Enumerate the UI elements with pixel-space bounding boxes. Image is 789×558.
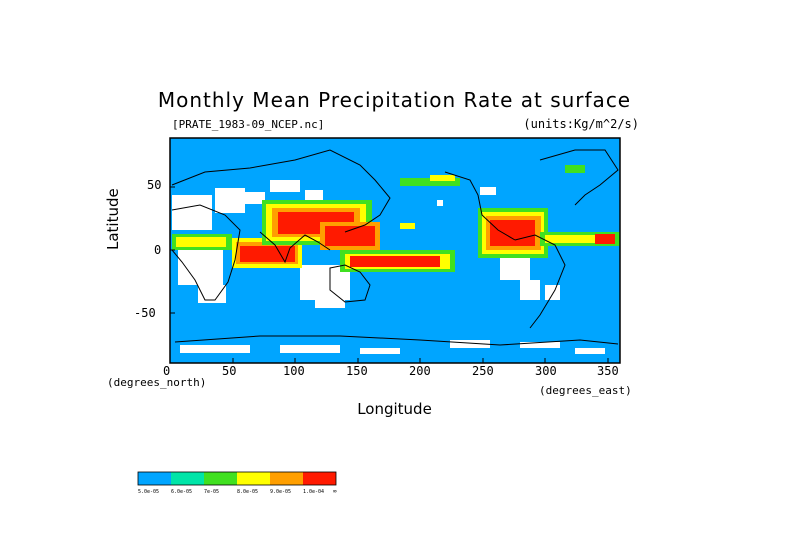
y-tick-label: 0 [154,243,162,257]
x-tick-label: 150 [346,364,368,378]
chart-title: Monthly Mean Precipitation Rate at surfa… [157,88,632,112]
x-tick-label: 0 [163,364,171,378]
colorbar-label: 1.0e-04 [303,489,324,495]
precip-intensity-regions [172,165,620,272]
x-tick-label: 300 [535,364,557,378]
x-axis-title: Longitude [357,400,432,418]
colorbar-swatch [204,472,237,485]
source-file-label: [PRATE_1983-09_NCEP.nc] [172,118,325,131]
x-tick-label: 350 [597,364,619,378]
x-tick-label: 250 [472,364,494,378]
units-label: (units:Kg/m^2/s) [523,117,639,131]
colorbar-swatch [303,472,336,485]
x-tick-label: 100 [283,364,305,378]
colorbar-label: ∞ [333,488,337,495]
axis-ticks [169,186,609,363]
low-precip-regions [172,180,605,354]
y-tick-label: 50 [147,178,162,192]
colorbar-swatch [171,472,204,485]
coastlines [171,149,619,346]
x-tick-label: 200 [409,364,431,378]
colorbar-label: 8.0e-05 [237,489,258,495]
x-tick-label: 50 [222,364,237,378]
colorbar-swatch [237,472,270,485]
y-axis-units: (degrees_north) [107,376,207,389]
colorbar-label: 5.0e-05 [138,489,159,495]
colorbar-swatch [138,472,171,485]
y-tick-label: -50 [134,306,156,320]
colorbar-label: 7e-05 [204,489,219,495]
colorbar-label: 9.0e-05 [270,489,291,495]
colorbar: 5.0e-05 6.0e-05 7e-05 8.0e-05 9.0e-05 1.… [137,471,337,495]
colorbar-label: 6.0e-05 [171,489,192,495]
x-axis-units: (degrees_east) [539,384,632,397]
colorbar-swatch [270,472,303,485]
